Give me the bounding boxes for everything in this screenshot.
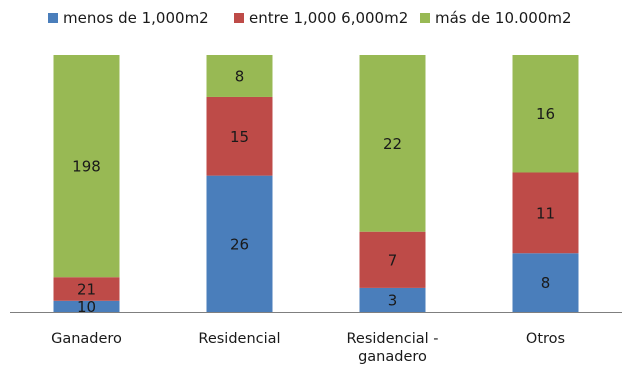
bar-segment-3-2 [359,231,426,288]
bar-segment-4-2 [512,172,579,254]
bar-segment-4-3 [512,55,579,173]
data-label-2-3: 8 [235,67,245,85]
x-tick-label-2: Residencial [198,331,280,347]
data-label-4-3: 16 [536,105,555,123]
bar-segment-1-3 [53,55,120,278]
data-label-3-2: 7 [388,251,398,269]
legend-label-3: más de 10.000m2 [435,9,572,27]
x-tick-label-1: Ganadero [51,331,122,347]
data-label-1-3: 198 [72,158,101,176]
data-label-4-2: 11 [536,204,555,222]
data-label-1-2: 21 [77,280,96,298]
bar-segment-2-3 [206,55,273,97]
x-tick-label-3-line-1: Residencial - [347,331,439,347]
bar-segment-1-1 [53,300,120,312]
legend-swatch-1 [48,13,58,23]
x-tick-label-3-line-2: ganadero [358,349,427,365]
bar-segment-1-2 [53,277,120,301]
x-tick-label-4: Otros [526,331,565,347]
data-label-2-2: 15 [230,128,249,146]
data-label-3-3: 22 [383,135,402,153]
legend-swatch-3 [420,13,430,23]
data-label-2-1: 26 [230,235,249,253]
x-axis-tick-labels: Ganadero Residencial Residencial - ganadero… [51,331,565,365]
data-label-1-1: 10 [77,298,96,316]
bar-segment-3-3 [359,55,426,232]
data-label-4-1: 8 [541,274,551,292]
bar-segment-2-1 [206,175,273,312]
legend-label-1: menos de 1,000m2 [63,9,209,27]
legend-label-2: entre 1,000 6,000m2 [249,9,408,27]
legend-swatch-2 [234,13,244,23]
bar-segment-3-1 [359,287,426,312]
data-label-3-1: 3 [388,291,398,309]
bar-segment-4-1 [512,253,579,312]
legend: menos de 1,000m2 entre 1,000 6,000m2 más d… [48,9,572,27]
bar-segment-2-2 [206,96,273,176]
